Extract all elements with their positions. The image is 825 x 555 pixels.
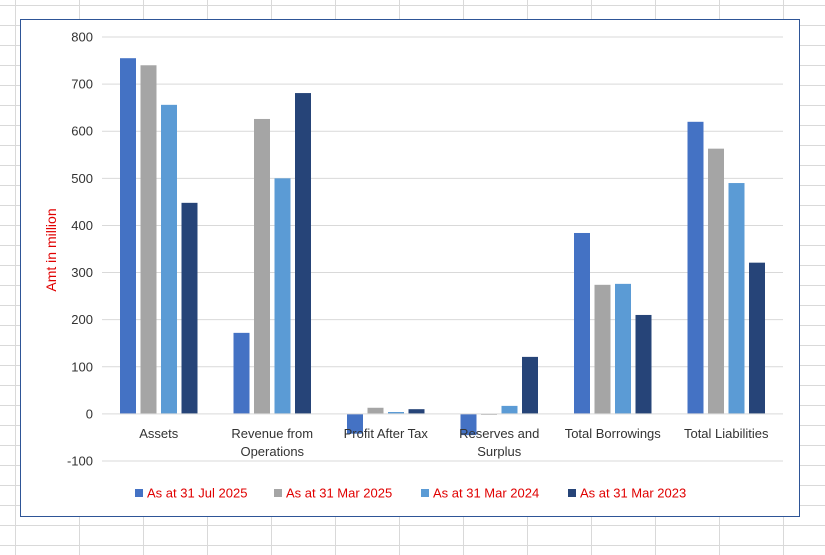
x-axis-labels: Assets Revenue from Operations Profit After… <box>139 426 769 459</box>
y-tick-label: 400 <box>71 218 93 233</box>
bar <box>233 332 250 414</box>
legend: As at 31 Jul 2025 As at 31 Mar 2025 As at … <box>135 486 686 501</box>
y-tick-label: 200 <box>71 312 93 327</box>
legend-swatch <box>135 489 143 497</box>
legend-label: As at 31 Mar 2023 <box>580 486 686 501</box>
bar <box>687 121 704 414</box>
bar <box>749 262 765 414</box>
legend-label: As at 31 Mar 2025 <box>286 486 392 501</box>
bar <box>728 183 745 414</box>
bar <box>501 405 518 414</box>
x-tick-label: Operations <box>240 444 304 459</box>
bar <box>615 283 631 414</box>
y-tick-label: 300 <box>71 265 93 280</box>
bar <box>635 314 652 414</box>
bar <box>161 104 177 414</box>
x-tick-label: Surplus <box>477 444 522 459</box>
x-tick-label: Assets <box>139 426 179 441</box>
bar <box>181 202 198 414</box>
gridlines <box>102 36 783 462</box>
y-axis-label: Amt in million <box>43 208 59 291</box>
bar <box>120 58 136 414</box>
bar <box>254 118 270 414</box>
bar <box>388 412 404 414</box>
bar <box>460 413 477 436</box>
y-tick-label: 800 <box>71 30 93 45</box>
y-axis-ticks: -100 0 100 200 300 400 500 600 700 800 <box>67 30 93 469</box>
legend-label: As at 31 Mar 2024 <box>433 486 539 501</box>
legend-swatch <box>274 489 282 497</box>
bar <box>140 65 157 414</box>
y-tick-label: 700 <box>71 77 93 92</box>
bar <box>408 409 425 414</box>
bar <box>574 232 590 414</box>
legend-swatch <box>568 489 576 497</box>
y-tick-label: 100 <box>71 359 93 374</box>
y-tick-label: 600 <box>71 124 93 139</box>
bar <box>594 284 611 414</box>
x-tick-label: Profit After Tax <box>344 426 429 441</box>
x-tick-label: Total Liabilities <box>684 426 769 441</box>
bars <box>120 58 765 436</box>
bar <box>708 148 724 414</box>
y-tick-label: -100 <box>67 454 93 469</box>
x-tick-label: Revenue from <box>231 426 313 441</box>
bar <box>347 413 363 434</box>
bar <box>522 356 538 414</box>
legend-label: As at 31 Jul 2025 <box>147 486 247 501</box>
x-tick-label: Reserves and <box>459 426 539 441</box>
bar <box>295 93 311 414</box>
y-tick-label: 0 <box>86 406 93 421</box>
bar <box>274 178 291 414</box>
legend-swatch <box>421 489 429 497</box>
bar <box>367 407 384 414</box>
x-tick-label: Total Borrowings <box>565 426 662 441</box>
y-tick-label: 500 <box>71 171 93 186</box>
